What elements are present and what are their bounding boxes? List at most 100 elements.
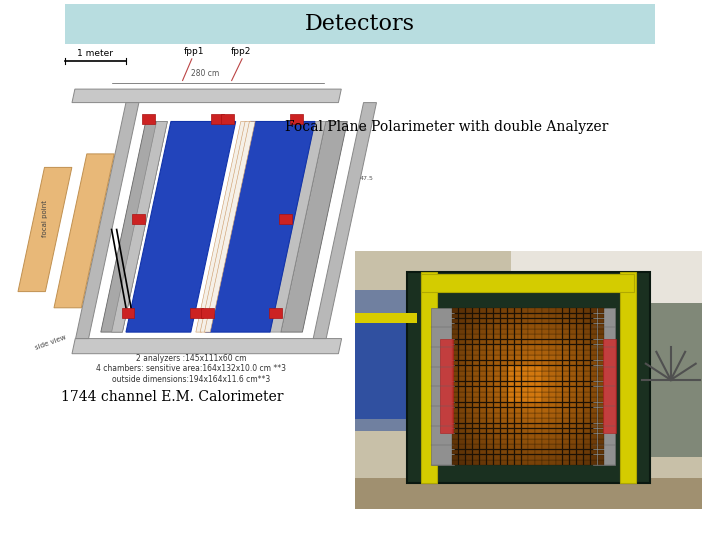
FancyBboxPatch shape: [563, 314, 570, 318]
FancyBboxPatch shape: [577, 345, 583, 350]
FancyBboxPatch shape: [563, 455, 570, 460]
FancyBboxPatch shape: [598, 387, 604, 392]
FancyBboxPatch shape: [515, 340, 521, 345]
FancyBboxPatch shape: [473, 455, 480, 460]
FancyBboxPatch shape: [466, 376, 472, 381]
FancyBboxPatch shape: [466, 371, 472, 376]
FancyBboxPatch shape: [480, 403, 486, 407]
FancyBboxPatch shape: [521, 319, 528, 323]
FancyBboxPatch shape: [508, 408, 514, 413]
FancyBboxPatch shape: [598, 418, 604, 423]
FancyBboxPatch shape: [584, 350, 590, 355]
FancyBboxPatch shape: [577, 408, 583, 413]
FancyBboxPatch shape: [459, 460, 465, 465]
FancyBboxPatch shape: [557, 429, 562, 434]
FancyBboxPatch shape: [528, 450, 535, 455]
FancyBboxPatch shape: [494, 403, 500, 407]
FancyBboxPatch shape: [549, 345, 556, 350]
FancyBboxPatch shape: [473, 408, 480, 413]
FancyBboxPatch shape: [549, 334, 556, 339]
FancyBboxPatch shape: [521, 308, 528, 313]
FancyBboxPatch shape: [591, 455, 597, 460]
FancyBboxPatch shape: [557, 455, 562, 460]
Text: 95: 95: [360, 127, 368, 132]
FancyBboxPatch shape: [621, 272, 636, 483]
FancyBboxPatch shape: [521, 382, 528, 386]
FancyBboxPatch shape: [563, 355, 570, 360]
FancyBboxPatch shape: [508, 444, 514, 449]
FancyBboxPatch shape: [452, 392, 459, 397]
FancyBboxPatch shape: [528, 334, 535, 339]
FancyBboxPatch shape: [563, 444, 570, 449]
FancyBboxPatch shape: [500, 355, 507, 360]
FancyBboxPatch shape: [591, 361, 597, 366]
FancyBboxPatch shape: [487, 439, 493, 444]
FancyBboxPatch shape: [515, 423, 521, 428]
FancyBboxPatch shape: [570, 439, 576, 444]
FancyBboxPatch shape: [542, 418, 549, 423]
FancyBboxPatch shape: [577, 340, 583, 345]
FancyBboxPatch shape: [521, 334, 528, 339]
FancyBboxPatch shape: [459, 444, 465, 449]
FancyBboxPatch shape: [563, 403, 570, 407]
FancyBboxPatch shape: [508, 423, 514, 428]
FancyBboxPatch shape: [487, 460, 493, 465]
FancyBboxPatch shape: [500, 450, 507, 455]
FancyBboxPatch shape: [542, 460, 549, 465]
FancyBboxPatch shape: [528, 329, 535, 334]
FancyBboxPatch shape: [528, 382, 535, 386]
FancyBboxPatch shape: [542, 408, 549, 413]
FancyBboxPatch shape: [542, 376, 549, 381]
FancyBboxPatch shape: [459, 324, 465, 329]
FancyBboxPatch shape: [528, 439, 535, 444]
FancyBboxPatch shape: [521, 314, 528, 318]
FancyBboxPatch shape: [500, 455, 507, 460]
FancyBboxPatch shape: [557, 387, 562, 392]
FancyBboxPatch shape: [494, 361, 500, 366]
FancyBboxPatch shape: [563, 460, 570, 465]
FancyBboxPatch shape: [563, 324, 570, 329]
FancyBboxPatch shape: [563, 429, 570, 434]
FancyBboxPatch shape: [536, 329, 541, 334]
FancyBboxPatch shape: [466, 350, 472, 355]
FancyBboxPatch shape: [459, 345, 465, 350]
FancyBboxPatch shape: [494, 392, 500, 397]
FancyBboxPatch shape: [473, 308, 480, 313]
FancyBboxPatch shape: [570, 366, 576, 370]
FancyBboxPatch shape: [598, 460, 604, 465]
FancyBboxPatch shape: [494, 340, 500, 345]
FancyBboxPatch shape: [473, 450, 480, 455]
FancyBboxPatch shape: [591, 308, 597, 313]
FancyBboxPatch shape: [598, 371, 604, 376]
FancyBboxPatch shape: [459, 403, 465, 407]
FancyBboxPatch shape: [459, 308, 465, 313]
FancyBboxPatch shape: [487, 371, 493, 376]
FancyBboxPatch shape: [466, 460, 472, 465]
FancyBboxPatch shape: [557, 423, 562, 428]
FancyBboxPatch shape: [515, 308, 521, 313]
FancyBboxPatch shape: [515, 434, 521, 438]
FancyBboxPatch shape: [577, 413, 583, 418]
FancyBboxPatch shape: [452, 319, 459, 323]
FancyBboxPatch shape: [500, 334, 507, 339]
FancyBboxPatch shape: [549, 314, 556, 318]
FancyBboxPatch shape: [557, 366, 562, 370]
FancyBboxPatch shape: [603, 339, 616, 434]
FancyBboxPatch shape: [549, 376, 556, 381]
FancyBboxPatch shape: [584, 324, 590, 329]
FancyBboxPatch shape: [577, 371, 583, 376]
FancyBboxPatch shape: [487, 429, 493, 434]
FancyBboxPatch shape: [500, 314, 507, 318]
FancyBboxPatch shape: [570, 429, 576, 434]
FancyBboxPatch shape: [591, 392, 597, 397]
FancyBboxPatch shape: [480, 413, 486, 418]
FancyBboxPatch shape: [500, 382, 507, 386]
FancyBboxPatch shape: [584, 439, 590, 444]
FancyBboxPatch shape: [515, 450, 521, 455]
FancyBboxPatch shape: [591, 314, 597, 318]
FancyBboxPatch shape: [570, 350, 576, 355]
FancyBboxPatch shape: [577, 439, 583, 444]
FancyBboxPatch shape: [487, 387, 493, 392]
FancyBboxPatch shape: [494, 413, 500, 418]
FancyBboxPatch shape: [508, 366, 514, 370]
